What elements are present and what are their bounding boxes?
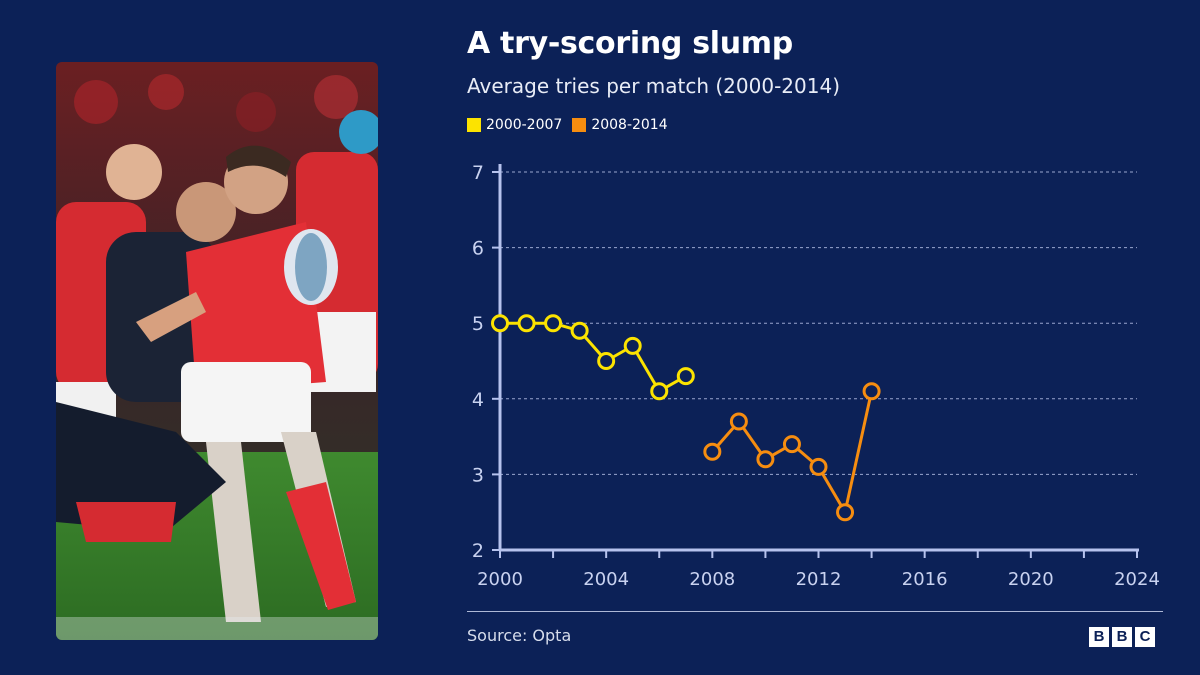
- data-point: [650, 382, 669, 401]
- x-tick-label: 2012: [796, 569, 842, 590]
- data-point: [676, 367, 695, 386]
- legend-label: 2000-2007: [486, 117, 563, 133]
- legend-item-2000-2007: 2000-2007: [467, 117, 562, 133]
- data-point: [517, 314, 536, 333]
- legend-item-2008-2014: 2008-2014: [572, 117, 668, 133]
- data-point: [544, 314, 563, 333]
- y-tick-label: 6: [472, 238, 484, 260]
- data-point: [809, 457, 828, 476]
- legend-swatch: [572, 118, 587, 132]
- chart-subtitle: Average tries per match (2000-2014): [467, 74, 840, 98]
- x-tick-label: 2016: [902, 569, 948, 590]
- y-tick-label: 5: [472, 313, 484, 335]
- x-tick-label: 2008: [689, 569, 735, 590]
- y-tick-label: 4: [472, 389, 484, 411]
- chart-legend: 2000-2007 2008-2014: [467, 117, 668, 133]
- data-point: [597, 352, 616, 370]
- data-point: [782, 435, 801, 454]
- x-tick-label: 2020: [1008, 569, 1054, 590]
- data-point: [862, 382, 881, 401]
- series-line: [500, 321, 687, 393]
- bbc-logo-letter: C: [1135, 627, 1155, 647]
- data-point: [623, 336, 642, 355]
- x-tick-label: 2000: [477, 569, 523, 590]
- x-tick-label: 2004: [583, 569, 629, 590]
- line-chart: 2 3 4 5 6 7 2000 2004 2008 2012 2016 2020 2024: [472, 162, 1160, 590]
- x-tick-label: 2024: [1114, 569, 1160, 590]
- legend-swatch: [467, 118, 481, 132]
- footer-divider: [467, 611, 1163, 612]
- data-point: [703, 442, 722, 461]
- data-point: [491, 314, 509, 333]
- rugby-player-photo: [56, 62, 378, 640]
- bbc-logo: B B C: [1089, 627, 1155, 647]
- y-tick-label: 2: [472, 540, 484, 562]
- legend-label: 2008-2014: [591, 117, 668, 133]
- source-note: Source: Opta: [467, 626, 572, 645]
- y-tick-label: 3: [472, 464, 484, 486]
- chart-title: A try-scoring slump: [467, 26, 793, 61]
- data-point: [570, 321, 589, 340]
- y-tick-label: 7: [472, 162, 484, 184]
- data-point: [756, 450, 775, 469]
- data-point: [729, 412, 748, 431]
- bbc-logo-letter: B: [1089, 627, 1109, 647]
- data-point: [836, 503, 855, 522]
- bbc-logo-letter: B: [1112, 627, 1132, 647]
